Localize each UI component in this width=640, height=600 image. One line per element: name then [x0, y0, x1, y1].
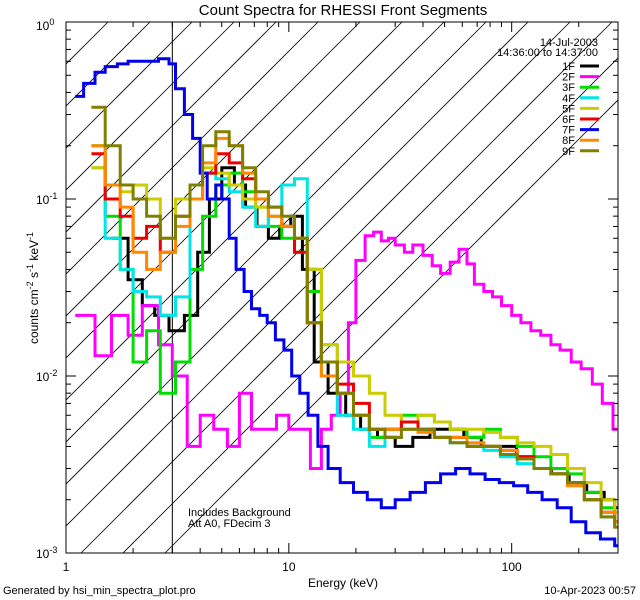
- y-axis-label: counts cm-2 s-1 keV-1: [25, 232, 41, 344]
- hatch-line: [66, 22, 235, 191]
- hatch-line: [66, 22, 319, 275]
- hatch-line: [66, 22, 487, 443]
- legend-label-5F: 5F: [562, 103, 575, 115]
- x-axis-label: Energy (keV): [308, 576, 378, 590]
- hatch-line: [66, 22, 529, 485]
- legend-label-6F: 6F: [562, 114, 575, 126]
- hatch-line: [122, 57, 618, 553]
- legend-time-range: 14:36:00 to 14:37:00: [497, 47, 598, 59]
- annotation-attenuator: Att A0, FDecim 3: [188, 518, 271, 530]
- hatch-line: [80, 22, 613, 553]
- hatch-line: [66, 22, 445, 401]
- hatch-line: [66, 22, 361, 317]
- x-tick-label: 100: [502, 560, 522, 574]
- series-lines: [75, 57, 618, 548]
- x-tick-label: 10: [282, 560, 296, 574]
- legend-label-3F: 3F: [562, 82, 575, 94]
- hatch-line: [66, 22, 193, 149]
- series-line-2F: [75, 230, 617, 470]
- series-line-7F: [75, 57, 618, 548]
- hatch-line: [66, 22, 403, 359]
- annotation-background: Includes Background: [188, 507, 291, 519]
- footer-timestamp: 10-Apr-2023 00:57: [544, 585, 636, 597]
- chart-title: Count Spectra for RHESSI Front Segments: [199, 2, 487, 19]
- hatch-line: [66, 22, 277, 233]
- plot-frame: [65, 21, 619, 554]
- series-line-5F: [91, 166, 618, 514]
- footer-generated-by: Generated by hsi_min_spectra_plot.pro: [3, 585, 196, 597]
- legend-label-8F: 8F: [562, 135, 575, 147]
- legend-label-2F: 2F: [562, 72, 575, 84]
- background-hatch-region: [66, 22, 618, 553]
- legend-label-1F: 1F: [562, 61, 575, 73]
- x-tick-label: 1: [63, 560, 70, 574]
- series-line-9F: [91, 105, 618, 529]
- hatch-line: [66, 22, 571, 527]
- legend-date: 14-Jul-2003: [540, 37, 598, 49]
- legend-label-9F: 9F: [562, 146, 575, 158]
- legend-label-4F: 4F: [562, 93, 575, 105]
- legend-label-7F: 7F: [562, 125, 575, 137]
- hatch-line: [164, 99, 618, 553]
